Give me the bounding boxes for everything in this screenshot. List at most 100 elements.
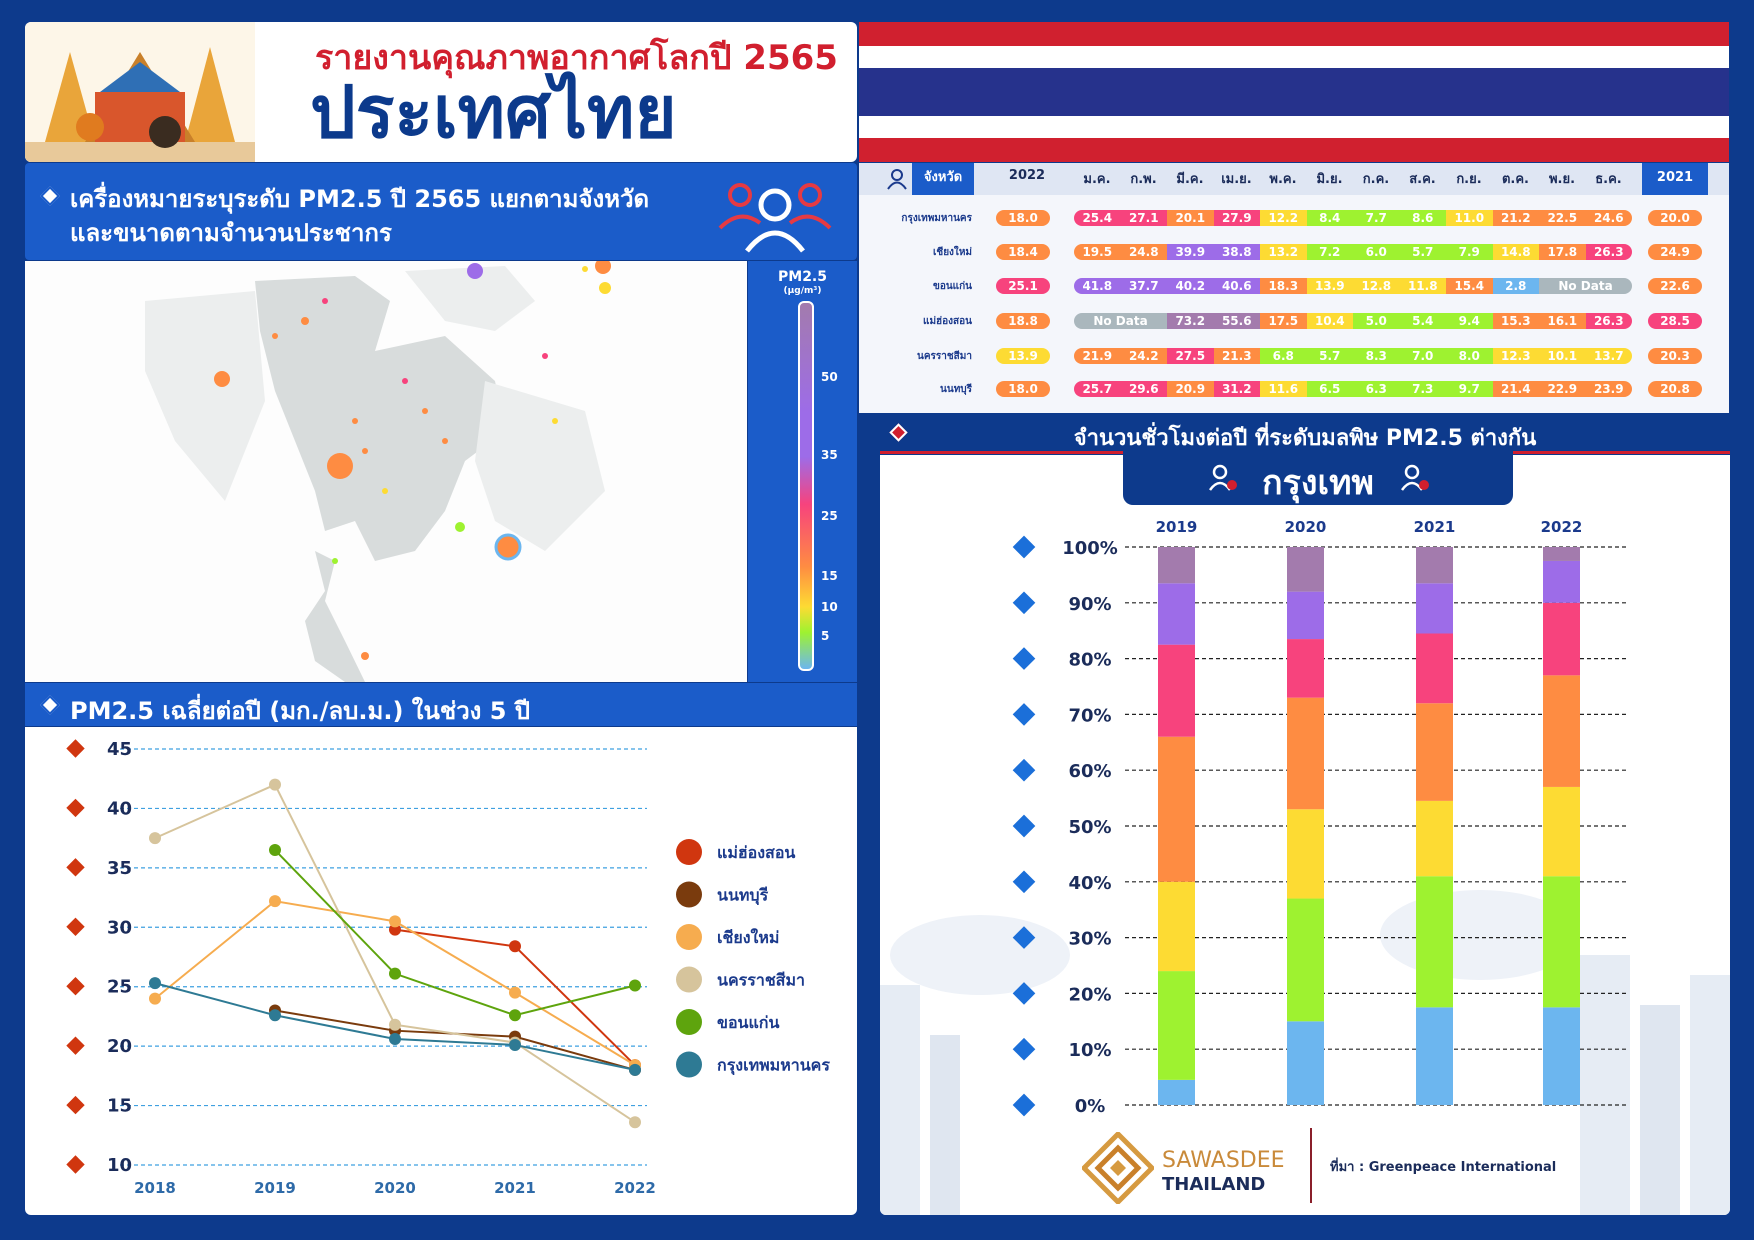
table-cell-month: 8.3 — [1353, 348, 1400, 364]
table-cell-month: 6.5 — [1306, 381, 1353, 397]
temple-illustration — [25, 22, 255, 162]
diamond-bullet-icon — [1012, 982, 1036, 1005]
table-cell-month: 7.0 — [1399, 348, 1446, 364]
table-cell-2021: 24.9 — [1648, 244, 1702, 260]
table-cell-month: 25.7 — [1074, 381, 1121, 397]
legend-swatch — [676, 966, 702, 993]
table-cell-month: 40.2 — [1167, 278, 1214, 294]
table-cell-month: 11.0 — [1446, 210, 1493, 226]
data-point — [389, 1033, 401, 1046]
x-tick-label: 2021 — [1414, 518, 1456, 536]
table-row-province: นครราชสีมา — [917, 351, 972, 362]
bar-segment — [1287, 639, 1324, 698]
data-point — [149, 977, 161, 990]
y-tick-label: 20 — [107, 1036, 132, 1057]
bar-segment — [1287, 1021, 1324, 1105]
map-heading-line2: และขนาดตามจำนวนประชากร — [70, 219, 392, 247]
table-row-province: แม่ฮ่องสอน — [923, 316, 972, 327]
diamond-bullet-icon — [1012, 758, 1036, 782]
table-cell-month: 9.7 — [1446, 381, 1493, 397]
table-cell-2022: 18.8 — [996, 313, 1050, 329]
data-point — [269, 844, 281, 857]
table-cell-month: 23.9 — [1585, 381, 1632, 397]
table-cell-month: 55.6 — [1213, 313, 1260, 329]
table-cell-month: 7.7 — [1353, 210, 1400, 226]
table-cell-month: 21.4 — [1492, 381, 1539, 397]
map-panel — [25, 261, 747, 682]
bar-segment — [1543, 786, 1580, 877]
thai-flag — [859, 22, 1729, 162]
data-point — [149, 832, 161, 845]
table-cell-month: 15.4 — [1446, 278, 1493, 294]
bar-segment — [1287, 809, 1324, 899]
source-text: ที่มา : Greenpeace International — [1330, 1160, 1557, 1175]
x-tick-label: 2021 — [494, 1179, 536, 1197]
data-point — [389, 915, 401, 928]
bar-segment — [1416, 583, 1453, 634]
data-point — [509, 986, 521, 999]
table-cell-month: 13.2 — [1260, 244, 1307, 260]
col-province: จังหวัด — [912, 163, 974, 195]
table-cell-month: 22.5 — [1539, 210, 1586, 226]
diamond-bullet-icon — [1012, 870, 1036, 894]
bar-segment — [1287, 898, 1324, 1022]
table-cell-month: 21.2 — [1492, 210, 1539, 226]
legend-label: กรุงเทพมหานคร — [717, 1056, 830, 1076]
table-cell-month: 27.1 — [1120, 210, 1167, 226]
y-tick-label: 30 — [107, 917, 132, 938]
data-point — [629, 1116, 641, 1129]
scale-tick-25: 25 — [821, 509, 838, 523]
data-point — [629, 1063, 641, 1076]
diamond-bullet-icon — [66, 798, 85, 818]
tourist-figure-1 — [76, 113, 104, 141]
table-cell-2021: 28.5 — [1648, 313, 1702, 329]
table-cell-month: 8.6 — [1399, 210, 1446, 226]
table-cell-month: 20.1 — [1167, 210, 1214, 226]
table-cell-month: 24.2 — [1120, 348, 1167, 364]
bar-segment — [1158, 547, 1195, 584]
col-2022: 2022 — [1008, 168, 1046, 183]
table-cell-month: 6.3 — [1353, 381, 1400, 397]
table-cell-month: 27.9 — [1213, 210, 1260, 226]
diamond-bullet-icon — [66, 1095, 85, 1115]
table-cell-month: 13.9 — [1306, 278, 1353, 294]
table-cell-month: 12.2 — [1260, 210, 1307, 226]
legend-swatch — [676, 1051, 702, 1078]
legend-swatch — [676, 881, 702, 908]
scale-unit: (μg/m³) — [783, 286, 822, 296]
legend-swatch — [676, 924, 702, 950]
data-point — [509, 1038, 521, 1051]
tourist-figure-2 — [149, 116, 181, 148]
table-cell-month: 22.9 — [1539, 381, 1586, 397]
table-cell-month: 10.1 — [1539, 348, 1586, 364]
x-tick-label: 2019 — [254, 1179, 296, 1197]
table-cell-month: 12.3 — [1492, 348, 1539, 364]
table-cell-month: 7.2 — [1306, 244, 1353, 260]
line-heading-bar: PM2.5 เฉลี่ยต่อปี (มก./ลบ.ม.) ในช่วง 5 ป… — [25, 683, 857, 726]
brand-line1: SAWASDEE — [1162, 1148, 1285, 1173]
table-cell-month: 25.4 — [1074, 210, 1121, 226]
bar-segment — [1287, 591, 1324, 640]
table-cell-month: 19.5 — [1074, 244, 1121, 260]
city-title-box: กรุงเทพ — [1123, 449, 1513, 505]
y-tick-label: 10 — [107, 1155, 132, 1176]
diamond-bullet-icon — [66, 917, 85, 936]
data-point — [389, 967, 401, 980]
legend-label: ขอนแก่น — [717, 1013, 779, 1032]
person-add-icon — [1208, 464, 1237, 491]
bar-segment — [1287, 697, 1324, 810]
map-heading-line1: เครื่องหมายระบุระดับ PM2.5 ปี 2565 แยกตา… — [70, 185, 650, 213]
bar-segment — [1543, 547, 1580, 561]
table-cell-month: No Data — [1074, 313, 1167, 329]
legend-swatch — [676, 839, 702, 865]
data-point — [269, 778, 281, 791]
diamond-bullet-icon — [1012, 814, 1036, 838]
table-cell-month: 9.4 — [1446, 313, 1493, 329]
x-tick-label: 2020 — [374, 1179, 416, 1197]
bar-segment — [1543, 560, 1580, 603]
table-cell-month: 24.6 — [1585, 210, 1632, 226]
table-cell-month: 29.6 — [1120, 381, 1167, 397]
table-cell-month: 40.6 — [1213, 278, 1260, 294]
table-row-province: นนทบุรี — [940, 384, 972, 395]
page-title: ประเทศไทย — [310, 70, 677, 154]
